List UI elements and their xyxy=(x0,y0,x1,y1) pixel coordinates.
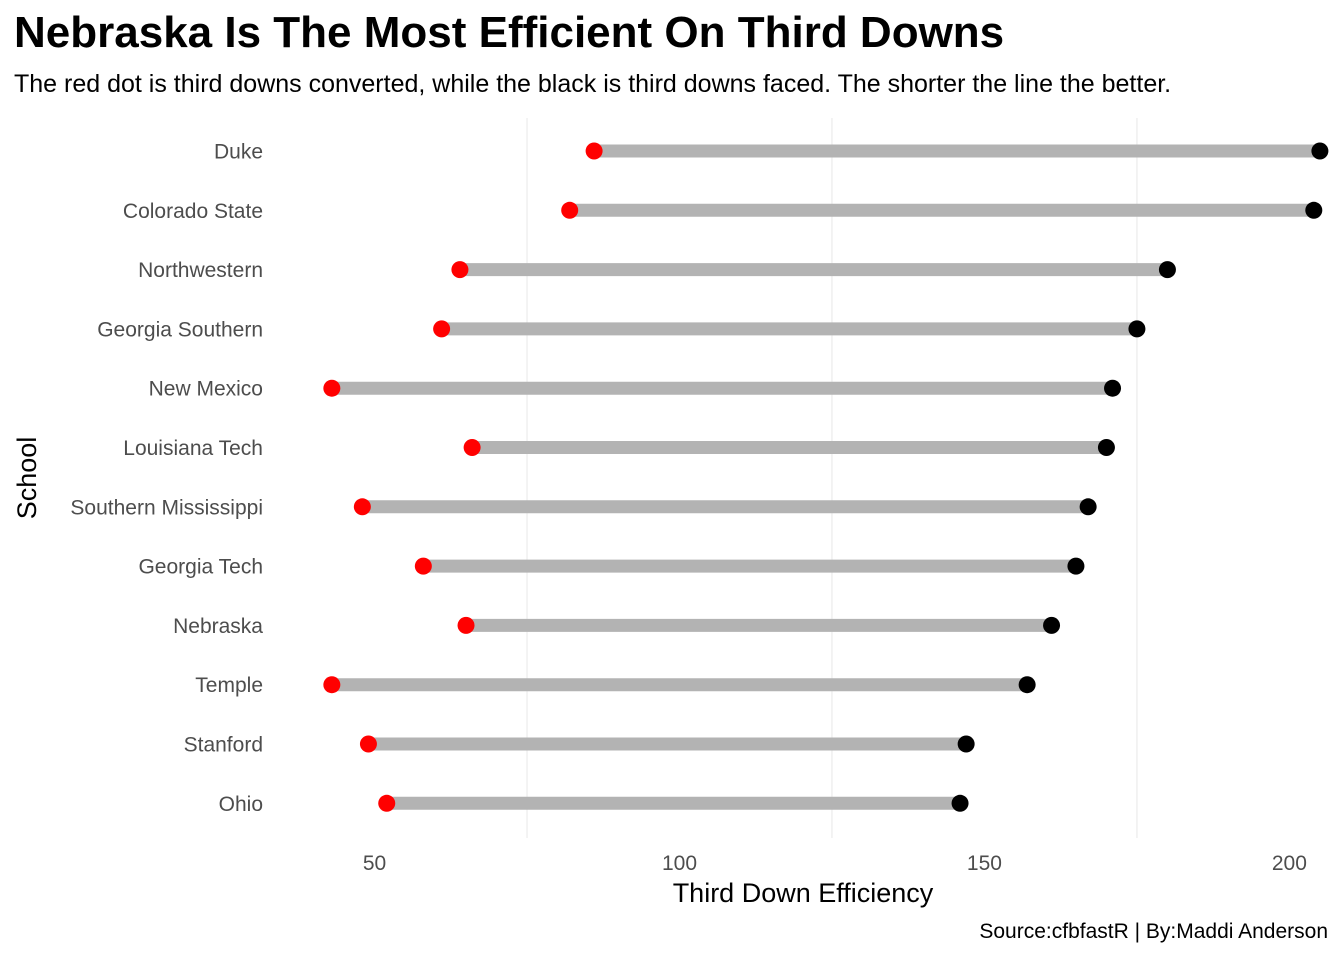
y-tick-label: Southern Mississippi xyxy=(70,496,263,519)
y-tick-label: Colorado State xyxy=(123,200,263,223)
y-tick-label: Ohio xyxy=(219,793,263,816)
faced-point xyxy=(1097,439,1115,456)
y-tick-labels: Duke Colorado State Northwestern Georgia So… xyxy=(70,141,263,816)
y-tick-label: Georgia Tech xyxy=(138,556,263,579)
converted-point xyxy=(451,261,469,279)
y-tick-label: New Mexico xyxy=(149,378,263,401)
x-tick-label: 200 xyxy=(1272,852,1307,875)
faced-point xyxy=(1305,201,1323,219)
faced-point xyxy=(957,735,975,753)
converted-point xyxy=(353,498,371,516)
x-tick-label: 100 xyxy=(662,852,697,875)
converted-point xyxy=(585,142,603,160)
point-layer xyxy=(323,142,1329,812)
y-tick-label: Northwestern xyxy=(138,259,263,282)
y-tick-label: Stanford xyxy=(184,734,263,757)
faced-point xyxy=(1128,320,1146,338)
faced-point xyxy=(1104,379,1122,397)
x-tick-label: 150 xyxy=(967,852,1002,875)
x-tick-label: 50 xyxy=(363,852,386,875)
y-tick-label: Nebraska xyxy=(173,615,263,638)
grid-layer xyxy=(526,118,1138,838)
y-axis-title: School xyxy=(12,437,42,520)
faced-point xyxy=(1018,676,1036,694)
faced-point xyxy=(1079,498,1097,516)
segment-layer xyxy=(331,144,1320,810)
converted-point xyxy=(323,379,341,397)
faced-point xyxy=(1043,616,1061,634)
converted-point xyxy=(463,439,481,456)
chart-subtitle: The red dot is third downs converted, wh… xyxy=(14,70,1172,98)
converted-point xyxy=(433,320,451,338)
y-tick-label: Georgia Southern xyxy=(97,318,263,341)
converted-point xyxy=(457,616,475,634)
faced-point xyxy=(1067,557,1085,575)
converted-point xyxy=(359,735,377,753)
faced-point xyxy=(951,794,969,812)
chart-caption: Source:cfbfastR | By:Maddi Anderson xyxy=(979,920,1328,943)
converted-point xyxy=(414,557,432,575)
faced-point xyxy=(1311,142,1329,160)
faced-point xyxy=(1158,261,1176,279)
y-tick-label: Temple xyxy=(195,674,263,697)
converted-point xyxy=(323,676,341,694)
converted-point xyxy=(561,201,579,219)
y-tick-label: Louisiana Tech xyxy=(123,437,263,460)
x-tick-labels: 50 100 150 200 xyxy=(363,852,1307,875)
chart-title: Nebraska Is The Most Efficient On Third … xyxy=(14,8,1005,57)
converted-point xyxy=(378,794,396,812)
x-axis-title: Third Down Efficiency xyxy=(673,878,934,908)
y-tick-label: Duke xyxy=(214,141,263,164)
